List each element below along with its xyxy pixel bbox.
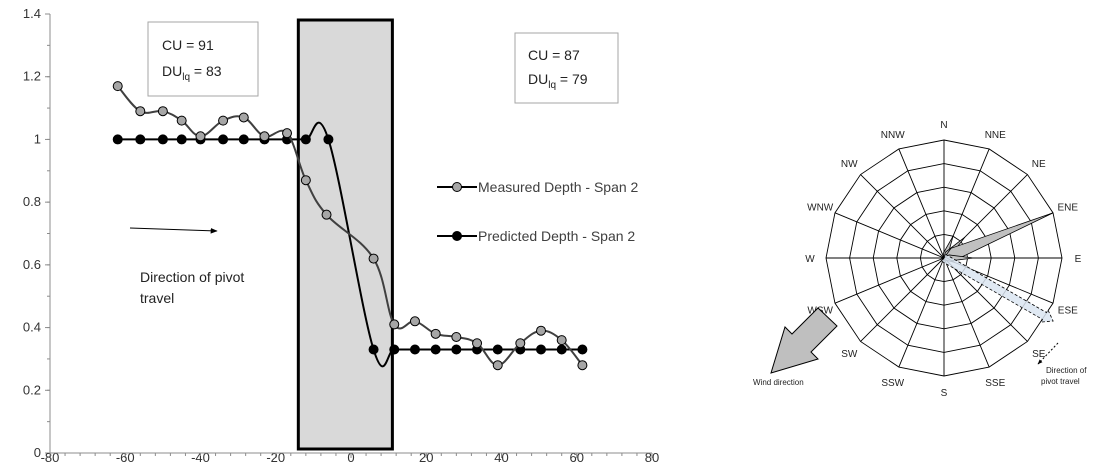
measured-depth-point: [136, 107, 145, 116]
measured-depth-point: [177, 116, 186, 125]
measured-depth-point: [452, 332, 461, 341]
direction-label-line2: travel: [140, 290, 174, 306]
measured-depth-point: [239, 113, 248, 122]
x-tick-label: 80: [645, 450, 659, 464]
measured-depth-point: [557, 336, 566, 345]
wind-petal-ene: [944, 213, 1053, 260]
wind-direction-label: Wind direction: [753, 378, 804, 387]
predicted-depth-point: [136, 135, 145, 144]
y-tick-label: 1: [34, 131, 41, 146]
predicted-depth-point: [301, 135, 310, 144]
legend-marker-measured: [453, 183, 462, 192]
legend-marker-predicted: [453, 232, 462, 241]
rose-label-sw: SW: [841, 349, 858, 360]
predicted-depth-point: [493, 345, 502, 354]
measured-depth-point: [493, 361, 502, 370]
y-tick-label: 0.4: [23, 320, 41, 335]
rose-spoke: [861, 258, 944, 341]
x-tick-label: -40: [191, 450, 210, 464]
predicted-depth-point: [537, 345, 546, 354]
x-tick-label: -60: [116, 450, 135, 464]
y-tick-label: 0.2: [23, 382, 41, 397]
measured-depth-point: [260, 132, 269, 141]
predicted-depth-point: [239, 135, 248, 144]
legend-label-predicted: Predicted Depth - Span 2: [478, 228, 635, 244]
rose-label-ene: ENE: [1058, 203, 1079, 214]
annotation-box-right: CU = 87 DUlq = 79: [515, 33, 618, 103]
measured-depth-point: [301, 176, 310, 185]
predicted-depth-point: [452, 345, 461, 354]
direction-label-line1: Direction of pivot: [140, 269, 244, 285]
y-axis-ticks: 0 0.2 0.4 0.6 0.8 1 1.2 1.4: [23, 6, 50, 460]
rose-label-nw: NW: [841, 159, 858, 170]
predicted-depth-point: [390, 345, 399, 354]
rose-label-n: N: [940, 120, 947, 131]
rose-label-nnw: NNW: [881, 130, 905, 141]
wind-rose-chart: NNNENEENEEESESESSESSSWSWWSWWWNWNWNNW Win…: [753, 120, 1087, 399]
measured-depth-point: [473, 339, 482, 348]
pivot-label-line2: pivot travel: [1041, 377, 1080, 386]
predicted-depth-point: [410, 345, 419, 354]
rose-label-ese: ESE: [1058, 305, 1078, 316]
measured-depth-point: [431, 329, 440, 338]
predicted-depth-point: [113, 135, 122, 144]
wind-direction-arrow-icon: [771, 308, 837, 373]
measured-depth-point: [410, 317, 419, 326]
y-tick-label: 0.8: [23, 194, 41, 209]
measured-depth-point: [196, 132, 205, 141]
rose-label-s: S: [941, 388, 948, 399]
rose-label-sse: SSE: [985, 378, 1005, 389]
rose-label-e: E: [1075, 254, 1082, 265]
cu-left-text: CU = 91: [162, 37, 214, 53]
legend-label-measured: Measured Depth - Span 2: [478, 179, 639, 195]
rose-label-wnw: WNW: [807, 203, 834, 214]
measured-depth-point: [158, 107, 167, 116]
x-tick-label: 0: [347, 450, 354, 464]
measured-depth-point: [390, 320, 399, 329]
rose-label-ssw: SSW: [881, 378, 904, 389]
predicted-depth-point: [557, 345, 566, 354]
predicted-depth-point: [431, 345, 440, 354]
legend-item-measured: Measured Depth - Span 2: [437, 179, 639, 195]
legend-item-predicted: Predicted Depth - Span 2: [437, 228, 635, 244]
measured-depth-point: [537, 326, 546, 335]
measured-depth-point: [322, 210, 331, 219]
measured-depth-point: [578, 361, 587, 370]
measured-depth-point: [283, 129, 292, 138]
measured-depth-point: [369, 254, 378, 263]
y-tick-label: 1.2: [23, 69, 41, 84]
predicted-depth-point: [177, 135, 186, 144]
rose-label-ne: NE: [1032, 159, 1046, 170]
x-axis-ticks: -80 -60 -40 -20 0 20 40 60 80: [41, 450, 660, 464]
x-tick-label: 20: [419, 450, 433, 464]
pivot-travel-arrow: [130, 228, 217, 231]
cu-right-text: CU = 87: [528, 47, 580, 63]
pivot-label-line1: Direction of: [1046, 366, 1087, 375]
rose-label-w: W: [805, 254, 815, 265]
predicted-depth-point: [158, 135, 167, 144]
x-tick-label: 60: [570, 450, 584, 464]
predicted-depth-point: [219, 135, 228, 144]
depth-line-chart: 0 0.2 0.4 0.6 0.8 1 1.2 1.4 -80 -60 -40 -20 0 20 40 60…: [23, 6, 659, 464]
annotation-box-left: CU = 91 DUlq = 83: [148, 22, 258, 96]
rose-label-nne: NNE: [985, 130, 1006, 141]
x-tick-label: 40: [494, 450, 508, 464]
shaded-span-region: [298, 20, 392, 449]
measured-depth-point: [516, 339, 525, 348]
rose-spoke: [861, 175, 944, 258]
measured-depth-point: [113, 82, 122, 91]
predicted-depth-point: [578, 345, 587, 354]
measured-depth-point: [219, 116, 228, 125]
predicted-depth-point: [324, 135, 333, 144]
y-tick-label: 1.4: [23, 6, 41, 21]
legend: Measured Depth - Span 2 Predicted Depth …: [437, 179, 639, 244]
y-tick-label: 0.6: [23, 257, 41, 272]
x-tick-label: -20: [266, 450, 285, 464]
predicted-depth-point: [369, 345, 378, 354]
